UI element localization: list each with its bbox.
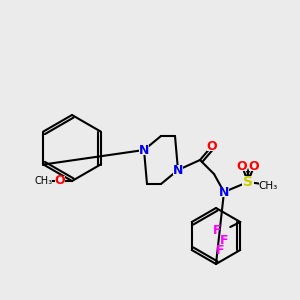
FancyBboxPatch shape xyxy=(237,161,247,171)
Text: CH₃: CH₃ xyxy=(258,181,278,191)
Text: O: O xyxy=(237,160,247,172)
FancyBboxPatch shape xyxy=(139,145,149,155)
FancyBboxPatch shape xyxy=(242,176,254,188)
Text: O: O xyxy=(207,140,217,152)
Text: CH₃: CH₃ xyxy=(35,176,53,186)
Text: F: F xyxy=(213,224,221,236)
Text: S: S xyxy=(243,175,253,189)
Text: N: N xyxy=(219,185,229,199)
Text: N: N xyxy=(173,164,183,176)
Text: O: O xyxy=(55,175,65,188)
FancyBboxPatch shape xyxy=(219,187,229,197)
Text: F: F xyxy=(216,244,224,256)
Text: F: F xyxy=(220,233,229,247)
Text: O: O xyxy=(249,160,259,172)
FancyBboxPatch shape xyxy=(55,176,65,186)
FancyBboxPatch shape xyxy=(207,141,217,151)
FancyBboxPatch shape xyxy=(259,181,277,191)
FancyBboxPatch shape xyxy=(249,161,259,171)
Text: N: N xyxy=(139,143,149,157)
FancyBboxPatch shape xyxy=(36,176,52,186)
FancyBboxPatch shape xyxy=(173,165,183,175)
